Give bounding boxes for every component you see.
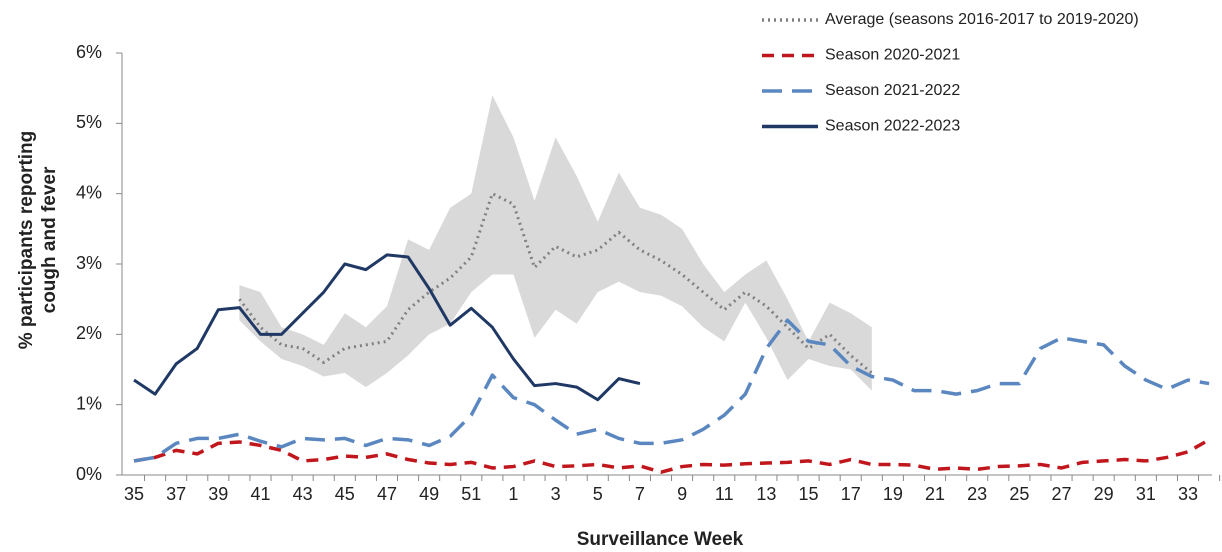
x-tick-label: 49 bbox=[419, 484, 439, 504]
x-tick-label: 11 bbox=[715, 484, 734, 504]
x-tick-label: 3 bbox=[551, 484, 561, 504]
legend-label: Season 2021-2022 bbox=[825, 82, 960, 99]
x-axis-title: Surveillance Week bbox=[577, 529, 744, 550]
x-tick-label: 51 bbox=[461, 484, 481, 504]
y-tick-label: 6% bbox=[76, 42, 102, 62]
series-line bbox=[133, 438, 1210, 474]
y-tick-label: 5% bbox=[76, 112, 102, 132]
y-tick-label: 2% bbox=[76, 323, 102, 343]
y-axis-title: cough and fever bbox=[39, 166, 60, 313]
x-tick-label: 9 bbox=[677, 484, 687, 504]
x-tick-label: 23 bbox=[967, 484, 987, 504]
x-tick-label: 13 bbox=[756, 484, 776, 504]
x-tick-label: 37 bbox=[166, 484, 186, 504]
y-tick-label: 1% bbox=[76, 393, 102, 413]
legend-label: Average (seasons 2016-2017 to 2019-2020) bbox=[825, 11, 1139, 28]
x-tick-label: 41 bbox=[250, 484, 270, 504]
x-tick-label: 43 bbox=[293, 484, 313, 504]
x-tick-label: 33 bbox=[1178, 484, 1198, 504]
y-axis-title: % participants reporting bbox=[16, 131, 37, 350]
x-tick-label: 39 bbox=[208, 484, 228, 504]
x-tick-label: 15 bbox=[799, 484, 819, 504]
x-tick-label: 27 bbox=[1052, 484, 1072, 504]
y-tick-label: 4% bbox=[76, 182, 102, 202]
legend-label: Season 2020-2021 bbox=[825, 47, 960, 64]
x-tick-label: 31 bbox=[1136, 484, 1156, 504]
x-tick-label: 45 bbox=[335, 484, 355, 504]
x-tick-label: 5 bbox=[593, 484, 603, 504]
y-tick-label: 3% bbox=[76, 253, 102, 273]
range-band bbox=[239, 95, 872, 391]
x-tick-label: 17 bbox=[841, 484, 861, 504]
y-tick-label: 0% bbox=[76, 464, 102, 484]
x-tick-label: 1 bbox=[508, 484, 518, 504]
x-tick-label: 19 bbox=[883, 484, 903, 504]
x-tick-label: 35 bbox=[124, 484, 144, 504]
legend: Average (seasons 2016-2017 to 2019-2020)… bbox=[762, 11, 1139, 135]
x-tick-label: 21 bbox=[925, 484, 945, 504]
series-line bbox=[133, 318, 1210, 463]
x-tick-label: 7 bbox=[635, 484, 645, 504]
x-tick-label: 25 bbox=[1009, 484, 1029, 504]
series-line bbox=[133, 253, 641, 402]
x-tick-label: 47 bbox=[377, 484, 397, 504]
legend-label: Season 2022-2023 bbox=[825, 118, 960, 135]
x-tick-label: 29 bbox=[1094, 484, 1114, 504]
